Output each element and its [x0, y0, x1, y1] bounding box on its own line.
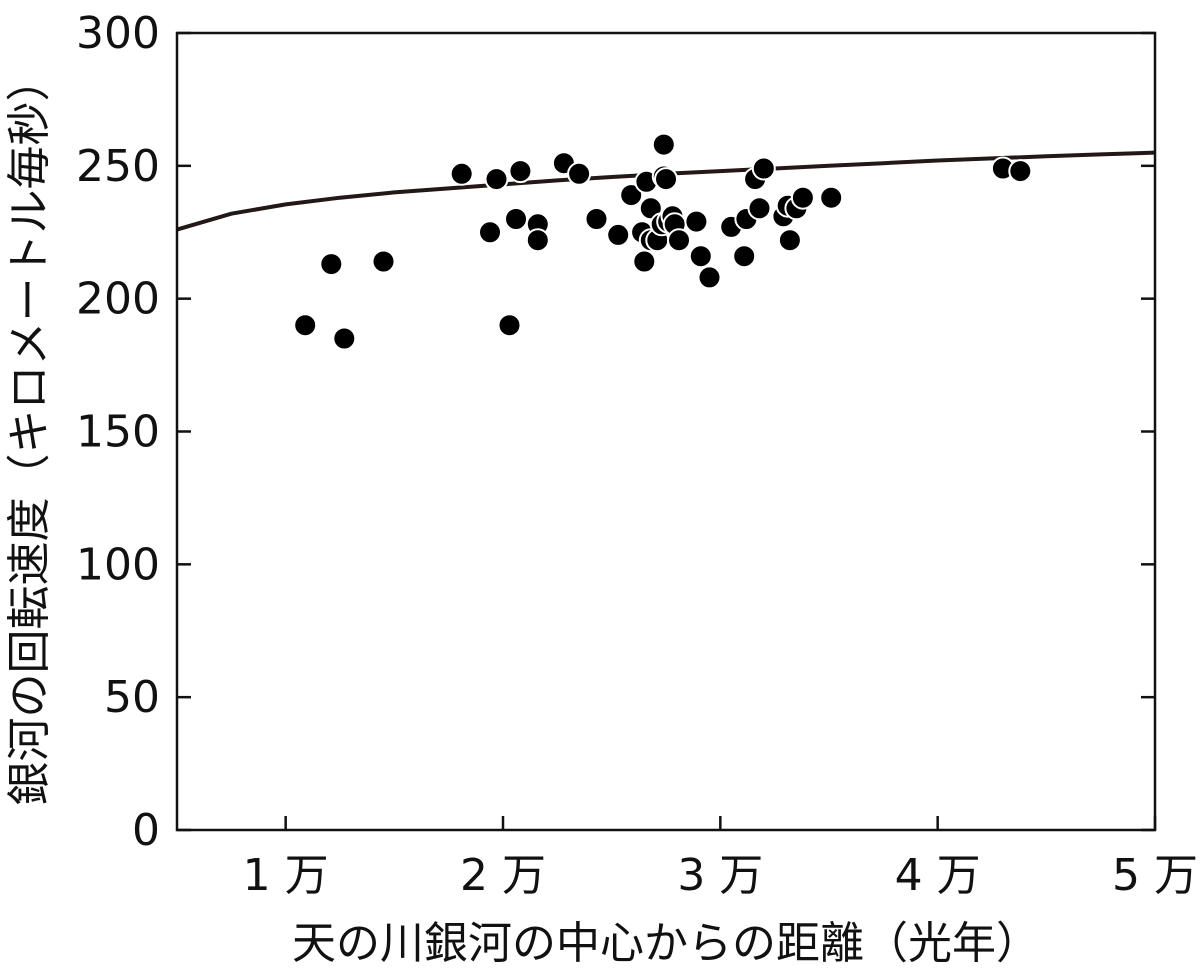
data-point: [478, 220, 502, 245]
data-point: [688, 244, 713, 269]
x-tick-label: 4 万: [895, 850, 981, 901]
data-point: [777, 228, 802, 253]
data-point: [751, 156, 776, 181]
data-point: [484, 167, 509, 192]
y-tick-label: 150: [76, 407, 160, 458]
x-tick-label: 2 万: [460, 850, 546, 901]
y-tick-label: 100: [76, 539, 160, 590]
data-point: [651, 132, 676, 157]
data-point: [697, 265, 722, 290]
data-point: [606, 222, 631, 247]
y-tick-label: 0: [132, 805, 160, 856]
data-point: [525, 228, 550, 253]
y-axis: 0 50 100 150 200 250 300: [76, 8, 1155, 856]
x-axis-label: 天の川銀河の中心からの距離（光年）: [292, 918, 1040, 969]
data-point: [497, 313, 522, 338]
data-point: [332, 326, 357, 351]
y-tick-label: 250: [76, 141, 160, 192]
data-point: [667, 228, 691, 253]
y-tick-label: 200: [76, 274, 160, 325]
data-point: [684, 209, 709, 234]
data-point: [790, 185, 815, 210]
data-point: [584, 207, 609, 231]
data-point: [732, 244, 757, 269]
y-tick-label: 50: [104, 672, 160, 723]
data-point: [567, 161, 592, 186]
data-point: [654, 167, 678, 192]
y-axis-label: 銀河の回転速度（キロメートル毎秒）: [4, 58, 55, 806]
data-point: [293, 313, 318, 338]
data-point: [504, 207, 528, 231]
data-point: [619, 183, 644, 208]
data-point: [632, 249, 657, 274]
points-layer: [293, 132, 1033, 351]
x-tick-label: 5 万: [1112, 850, 1198, 901]
data-point: [1008, 159, 1033, 184]
x-axis: 1 万 2 万 3 万 4 万 5 万: [243, 816, 1198, 901]
data-point: [819, 185, 844, 210]
x-tick-label: 1 万: [243, 850, 329, 901]
data-point: [508, 159, 533, 184]
y-tick-label: 300: [76, 8, 160, 59]
data-point: [371, 249, 396, 274]
data-point: [747, 196, 772, 221]
x-tick-label: 3 万: [677, 850, 763, 901]
data-point: [449, 161, 474, 186]
data-point: [319, 252, 344, 277]
